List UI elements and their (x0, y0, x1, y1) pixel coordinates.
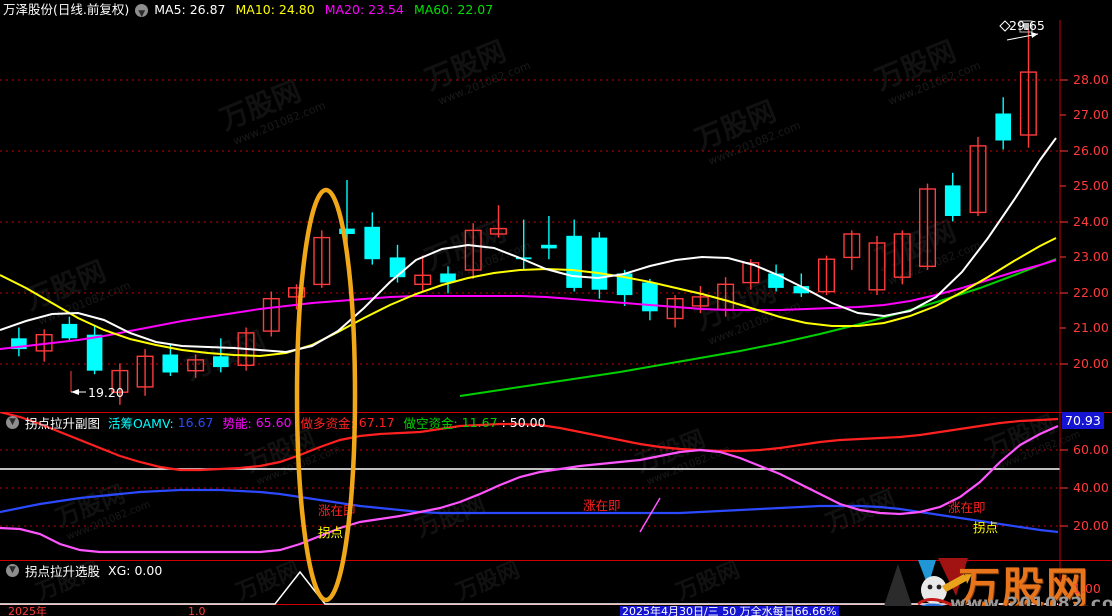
zuoduo-line (0, 412, 1059, 472)
select-pane-title: 拐点拉升选股 (25, 563, 101, 579)
ma20-readout: MA20: 23.54 (324, 2, 404, 17)
turning-point-annotation-1: 拐点 (318, 525, 344, 540)
indicator-gridlines (0, 449, 1060, 527)
indicator-chart-canvas[interactable]: 万股网 万股网 万股网 万股网 万股网 万股网 www.201082.com w… (0, 412, 1112, 560)
huochou-value: 16.67 (177, 414, 214, 430)
high-price-pointer (1006, 32, 1039, 41)
turning-point-annotation-3: 拐点 (973, 520, 999, 535)
ma60-line (459, 258, 1057, 397)
status-bar: 2025年 1.0 2025年4月30日/三 50 万全水每日66.66% (0, 606, 1112, 616)
select-pane-header: ▼ 拐点拉升选股 XG: 0.00 (0, 561, 162, 579)
low-price-pointer (70, 371, 86, 395)
shineng-line (0, 424, 1059, 554)
status-mid: 1.0 (188, 606, 206, 616)
zuokong-line (0, 488, 1059, 534)
chevron-down-circle-icon[interactable]: ▼ (6, 563, 19, 577)
ma20-line (0, 259, 1057, 350)
ma10-readout: MA10: 24.80 (235, 2, 315, 17)
indicator-current-value-badge: 70.93 (1062, 412, 1104, 429)
annotation-leaders (639, 497, 661, 533)
status-center: 2025年4月30日/三 50 万全水每日66.66% (620, 606, 839, 616)
zuokong-value: 11.67 (461, 414, 498, 430)
ma10-line (0, 237, 1057, 358)
rise-annotation-2: 涨在即 (583, 498, 621, 513)
huochou-label: 活筹OAMV: (108, 415, 174, 431)
ma5-line (0, 137, 1057, 354)
rise-annotation-3: 涨在即 (948, 500, 986, 515)
chevron-down-circle-icon[interactable]: ▼ (6, 415, 19, 429)
zuoduo-value: 67.17 (358, 414, 395, 430)
indicator-axis-ticks (1060, 449, 1068, 527)
shineng-value: 65.60 (255, 414, 292, 430)
indicator-pane-header: ▼ 拐点拉升副图 活筹OAMV: 16.67 势能: 65.60 做多资金: 6… (0, 413, 546, 431)
zuoduo-label: 做多资金: (300, 415, 355, 431)
price-chart-canvas[interactable]: 万股网 万股网 万股网 万股网 万股网 万股网 万股网 万股网 万股网 www.… (0, 20, 1112, 412)
zuokong-label: 做空资金: (403, 415, 458, 431)
ma5-readout: MA5: 26.87 (154, 2, 226, 17)
indicator-pane-title: 拐点拉升副图 (25, 415, 101, 431)
threshold-value: : 50.00 (501, 414, 546, 430)
chevron-down-circle-icon[interactable]: ▼ (135, 3, 149, 19)
price-axis-ticks (1060, 79, 1068, 365)
high-price-label: 29.65 (1009, 18, 1045, 33)
rise-annotation-1: 涨在即 (318, 503, 356, 518)
shineng-label: 势能: (222, 415, 252, 431)
status-left: 2025年 (8, 606, 47, 616)
ma60-readout: MA60: 22.07 (413, 2, 494, 17)
price-pane-header: 万泽股份(日线.前复权) ▼ MA5: 26.87 MA10: 24.80 MA… (0, 0, 1112, 20)
symbol-title: 万泽股份(日线.前复权) (3, 2, 130, 17)
pane-icons[interactable] (999, 20, 1033, 33)
low-price-label: 19.20 (88, 385, 124, 400)
price-gridlines (0, 79, 1060, 365)
xg-readout: XG: 0.00 (108, 562, 163, 578)
select-axis-label: 1.00 (1073, 581, 1101, 596)
